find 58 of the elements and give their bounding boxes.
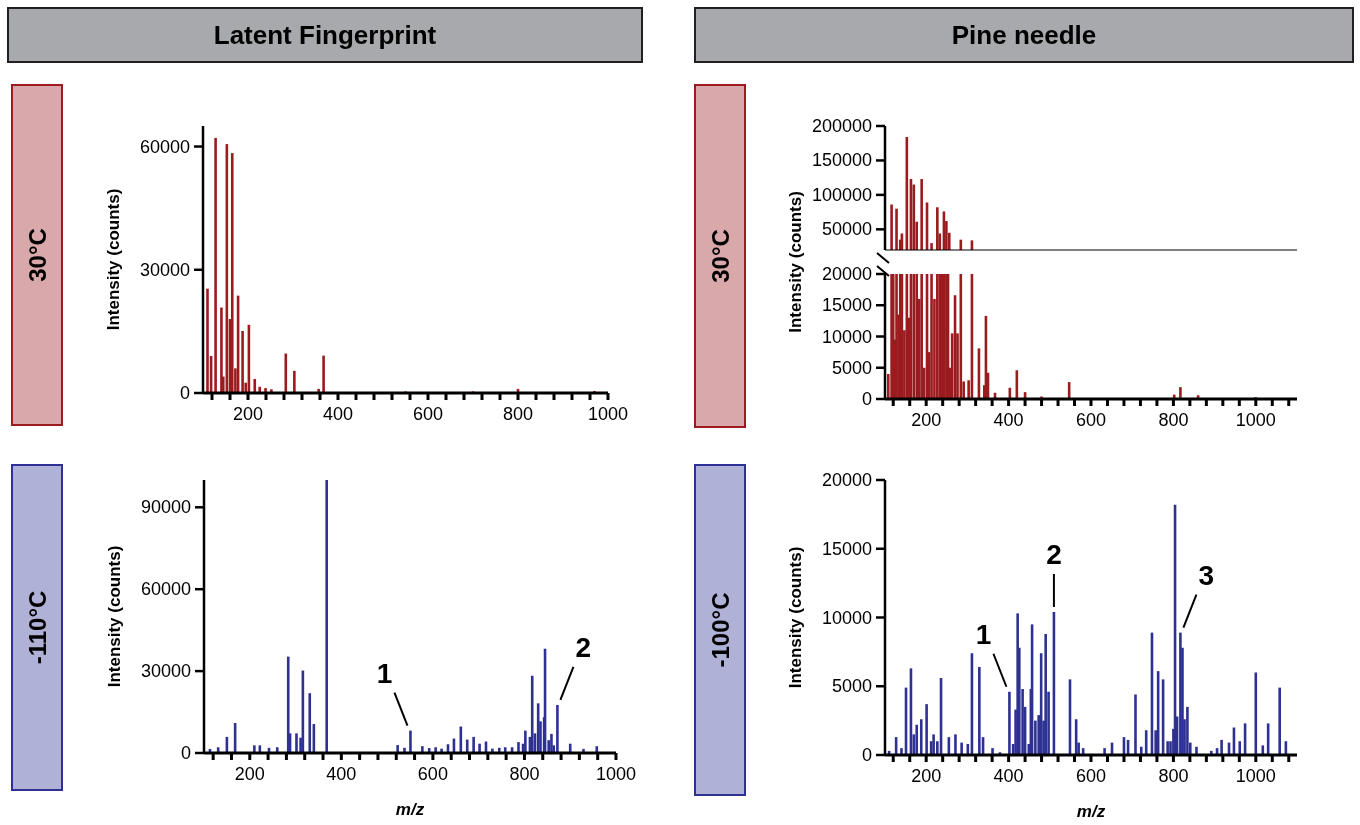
y-tick-label: 0 [180,743,191,763]
y-tick-label: 0 [861,745,872,765]
x-tick-label: 200 [911,766,942,786]
annotation: 2 [575,631,592,663]
y-tick-label: 200000 [811,116,872,136]
x-tick-label: 200 [232,404,264,424]
x-tick-label: 1000 [1235,410,1276,430]
x-tick-label: 400 [993,410,1024,430]
text: 30°C [707,229,734,283]
x-tick-label: 1000 [587,404,629,424]
annotation: 1 [975,618,992,650]
x-tick-label: 200 [911,410,942,430]
x-tick-label: 800 [502,404,534,424]
x-axis-title: m/z [1076,802,1106,821]
x-tick-label: 1000 [595,764,637,784]
y-tick-label: 0 [179,383,190,403]
y-tick-label: 15000 [821,295,872,316]
annotation: 3 [1198,559,1215,591]
x-tick-label: 800 [1158,410,1189,430]
x-axis-title: m/z [395,800,425,819]
annotation: 2 [1046,539,1062,570]
x-tick-label: 400 [326,764,357,784]
y-tick-label: 50000 [821,219,872,240]
y-axis-title: Intensity (counts) [786,546,805,689]
x-tick-label: 1000 [1235,766,1276,786]
text: -100°C [707,592,734,668]
chart-title: Latent Fingerprint [213,20,437,50]
text: 30°C [24,228,51,282]
y-tick-label: 20000 [821,470,872,490]
y-tick-label: 60000 [140,579,191,600]
y-axis-title: Intensity (counts) [786,191,805,333]
y-tick-label: 0 [861,389,872,409]
y-tick-label: 10000 [821,326,872,347]
x-tick-label: 800 [509,764,540,784]
y-tick-label: 15000 [821,538,872,559]
y-tick-label: 60000 [139,136,190,157]
x-tick-label: 600 [417,764,448,784]
x-tick-label: 600 [1075,766,1107,786]
x-tick-label: 200 [234,764,265,784]
x-tick-label: 400 [322,404,354,424]
y-tick-label: 150000 [811,150,872,171]
text: -110°C [24,590,51,665]
x-tick-label: 600 [1075,410,1107,430]
y-axis-title: Intensity (counts) [105,545,124,688]
y-tick-label: 5000 [831,676,872,697]
y-tick-label: 100000 [811,184,872,205]
y-tick-label: 30000 [139,259,190,280]
x-tick-label: 400 [993,766,1024,786]
y-tick-label: 5000 [831,357,872,378]
y-tick-label: 10000 [821,607,872,628]
y-tick-label: 30000 [140,661,191,682]
x-tick-label: 600 [412,404,444,424]
annotation: 1 [376,657,393,689]
x-tick-label: 800 [1158,766,1189,786]
chart-title: Pine needle [951,20,1097,50]
y-tick-label: 20000 [821,264,872,284]
y-axis-title: Intensity (counts) [104,188,123,331]
y-tick-label: 90000 [140,497,191,518]
